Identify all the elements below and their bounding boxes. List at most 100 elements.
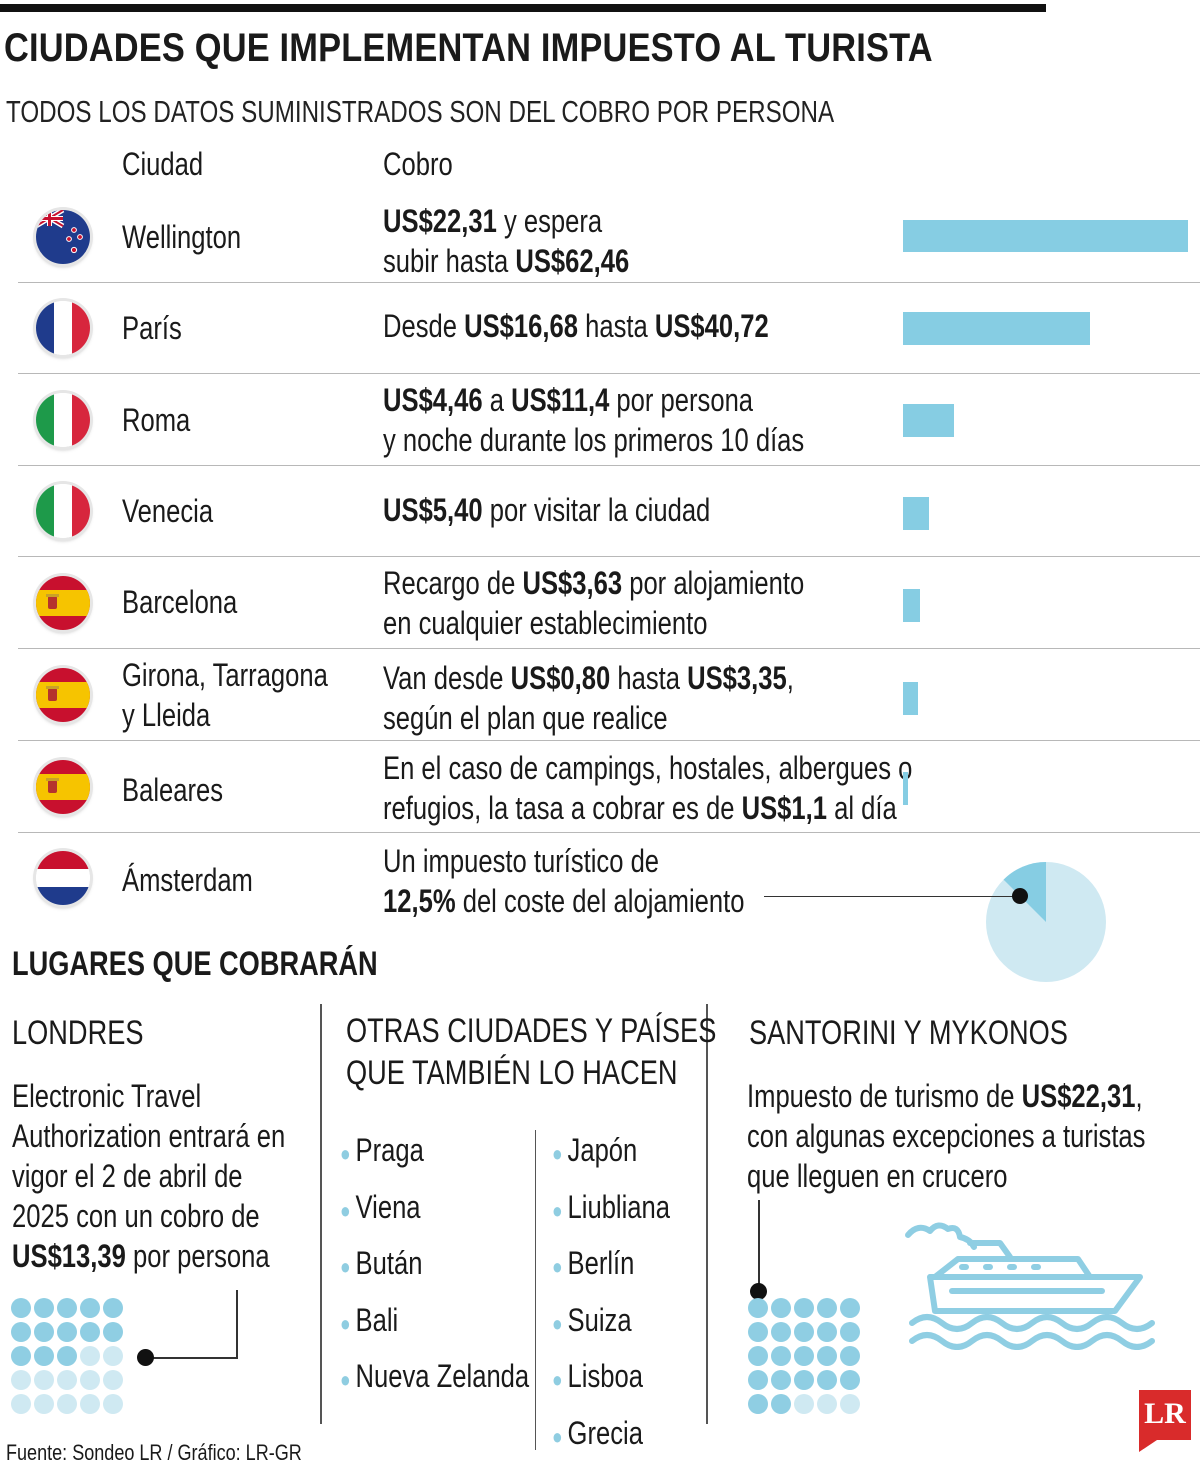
dot-empty (57, 1394, 77, 1414)
charge-text: subir hasta (383, 243, 516, 279)
charge-description: US$22,31 y espera subir hasta US$62,46 (383, 201, 629, 281)
list-item: ● Berlín (552, 1237, 670, 1294)
london-pointer-dot (137, 1349, 154, 1366)
london-pointer-vline (236, 1290, 238, 1358)
charge-text: Recargo de (383, 565, 523, 601)
charge-text: por alojamiento (622, 565, 805, 601)
dot-filled (748, 1370, 768, 1390)
dot-filled (57, 1298, 77, 1318)
dot-empty (80, 1346, 100, 1366)
row-separator (18, 832, 1200, 833)
charge-line: 12,5% del coste del alojamiento (383, 881, 744, 921)
dot-filled (34, 1322, 54, 1342)
charge-line: Van desde US$0,80 hasta US$3,35, (383, 658, 794, 698)
santorini-prefix: Impuesto de turismo de (747, 1078, 1022, 1114)
list-item: ● Bután (340, 1237, 529, 1294)
bullet-icon: ● (552, 1367, 568, 1392)
charge-amount: US$1,1 (741, 790, 827, 826)
source-note: Fuente: Sondeo LR / Gráfico: LR-GR (6, 1440, 302, 1465)
spain-flag (36, 667, 90, 722)
dot-filled (103, 1322, 123, 1342)
list-item-label: Viena (355, 1188, 421, 1225)
city-name: Barcelona (122, 582, 237, 622)
dot-filled (840, 1322, 860, 1342)
bullet-icon: ● (552, 1141, 568, 1166)
charge-text: En el caso de campings, hostales, alberg… (383, 750, 913, 786)
charge-line: US$5,40 por visitar la ciudad (383, 490, 710, 530)
charge-line: en cualquier establecimiento (383, 603, 804, 643)
column-header-charge: Cobro (383, 146, 453, 182)
city-name-line: Wellington (122, 219, 242, 255)
london-line: Electronic Travel (12, 1078, 202, 1114)
dot-empty (11, 1394, 31, 1414)
dot-filled (771, 1370, 791, 1390)
city-name-line: Baleares (122, 772, 224, 808)
london-pointer-hline (146, 1357, 238, 1359)
charge-line: según el plan que realice (383, 698, 794, 738)
charge-text: Un impuesto turístico de (383, 843, 660, 879)
charge-bar (903, 220, 1188, 252)
others-list-1: ● Praga ● Viena ● Bután ● Bali ● Nueva Zelan… (340, 1124, 529, 1407)
santorini-pointer-line (758, 1200, 760, 1290)
dot-filled (771, 1298, 791, 1318)
spain-flag (36, 759, 90, 814)
list-item: ● Grecia (552, 1407, 670, 1464)
dot-filled (11, 1322, 31, 1342)
row-separator (18, 282, 1200, 283)
dot-filled (817, 1346, 837, 1366)
bullet-icon: ● (340, 1141, 356, 1166)
dot-empty (34, 1370, 54, 1390)
city-name-line: Venecia (122, 493, 214, 529)
bullet-icon: ● (340, 1197, 356, 1223)
charge-text: y espera (496, 203, 603, 239)
list-item-label: Bután (355, 1245, 423, 1281)
charge-amount: US$4,46 (383, 382, 483, 418)
others-list-2: ● Japón ● Liubliana ● Berlín ● Suiza ● Lisbo… (552, 1124, 670, 1463)
dot-filled (817, 1298, 837, 1318)
charge-line: En el caso de campings, hostales, alberg… (383, 748, 912, 788)
list-item-label: Praga (355, 1132, 424, 1168)
charge-text: refugios, la tasa a cobrar es de (383, 790, 742, 826)
charge-amount: 12,5% (383, 883, 456, 919)
amsterdam-pie-chart (986, 862, 1106, 982)
dot-empty (11, 1370, 31, 1390)
santorini-line: que lleguen en crucero (747, 1158, 1008, 1194)
dot-filled (57, 1322, 77, 1342)
dot-filled (748, 1346, 768, 1366)
list-divider (535, 1130, 536, 1450)
charge-bar (903, 404, 955, 437)
netherlands-flag (36, 851, 90, 905)
list-item-label: Liubliana (567, 1188, 671, 1225)
dot-filled (840, 1298, 860, 1318)
charge-text: del coste del alojamiento (455, 883, 745, 919)
london-line: Authorization entrará en (12, 1118, 286, 1154)
city-name-line: Barcelona (122, 584, 238, 620)
charge-amount: US$5,40 (383, 492, 483, 528)
charge-amount: US$0,80 (510, 660, 611, 696)
list-item: ● Liubliana (552, 1181, 670, 1238)
lr-logo: LR (1139, 1390, 1191, 1440)
charge-line: Recargo de US$3,63 por alojamiento (383, 563, 804, 603)
others-title-line: OTRAS CIUDADES Y PAÍSES (346, 1012, 717, 1050)
row-separator (18, 556, 1200, 557)
top-rule (0, 4, 1046, 12)
dot-empty (80, 1370, 100, 1390)
pie-pointer-dot (1012, 888, 1028, 904)
santorini-suffix: , (1135, 1078, 1143, 1114)
charge-bar (903, 682, 919, 715)
london-text: Electronic Travel Authorization entrará … (12, 1076, 285, 1276)
charge-amount: US$22,31 (383, 203, 497, 239)
france-flag (36, 301, 90, 355)
list-item-label: Nueva Zelanda (355, 1358, 530, 1394)
list-item-label: Bali (355, 1301, 399, 1338)
page-subtitle: TODOS LOS DATOS SUMINISTRADOS SON DEL CO… (6, 94, 835, 129)
others-title: OTRAS CIUDADES Y PAÍSES QUE TAMBIÉN LO H… (346, 1010, 716, 1094)
dot-filled (771, 1346, 791, 1366)
charge-text: Van desde (383, 660, 511, 696)
charge-description: Van desde US$0,80 hasta US$3,35, según el… (383, 658, 794, 738)
charge-bar (903, 312, 1090, 345)
santorini-text: Impuesto de turismo de US$22,31, con alg… (747, 1076, 1145, 1196)
dot-filled (103, 1298, 123, 1318)
charge-amount: US$16,68 (464, 308, 578, 344)
dot-filled (11, 1346, 31, 1366)
